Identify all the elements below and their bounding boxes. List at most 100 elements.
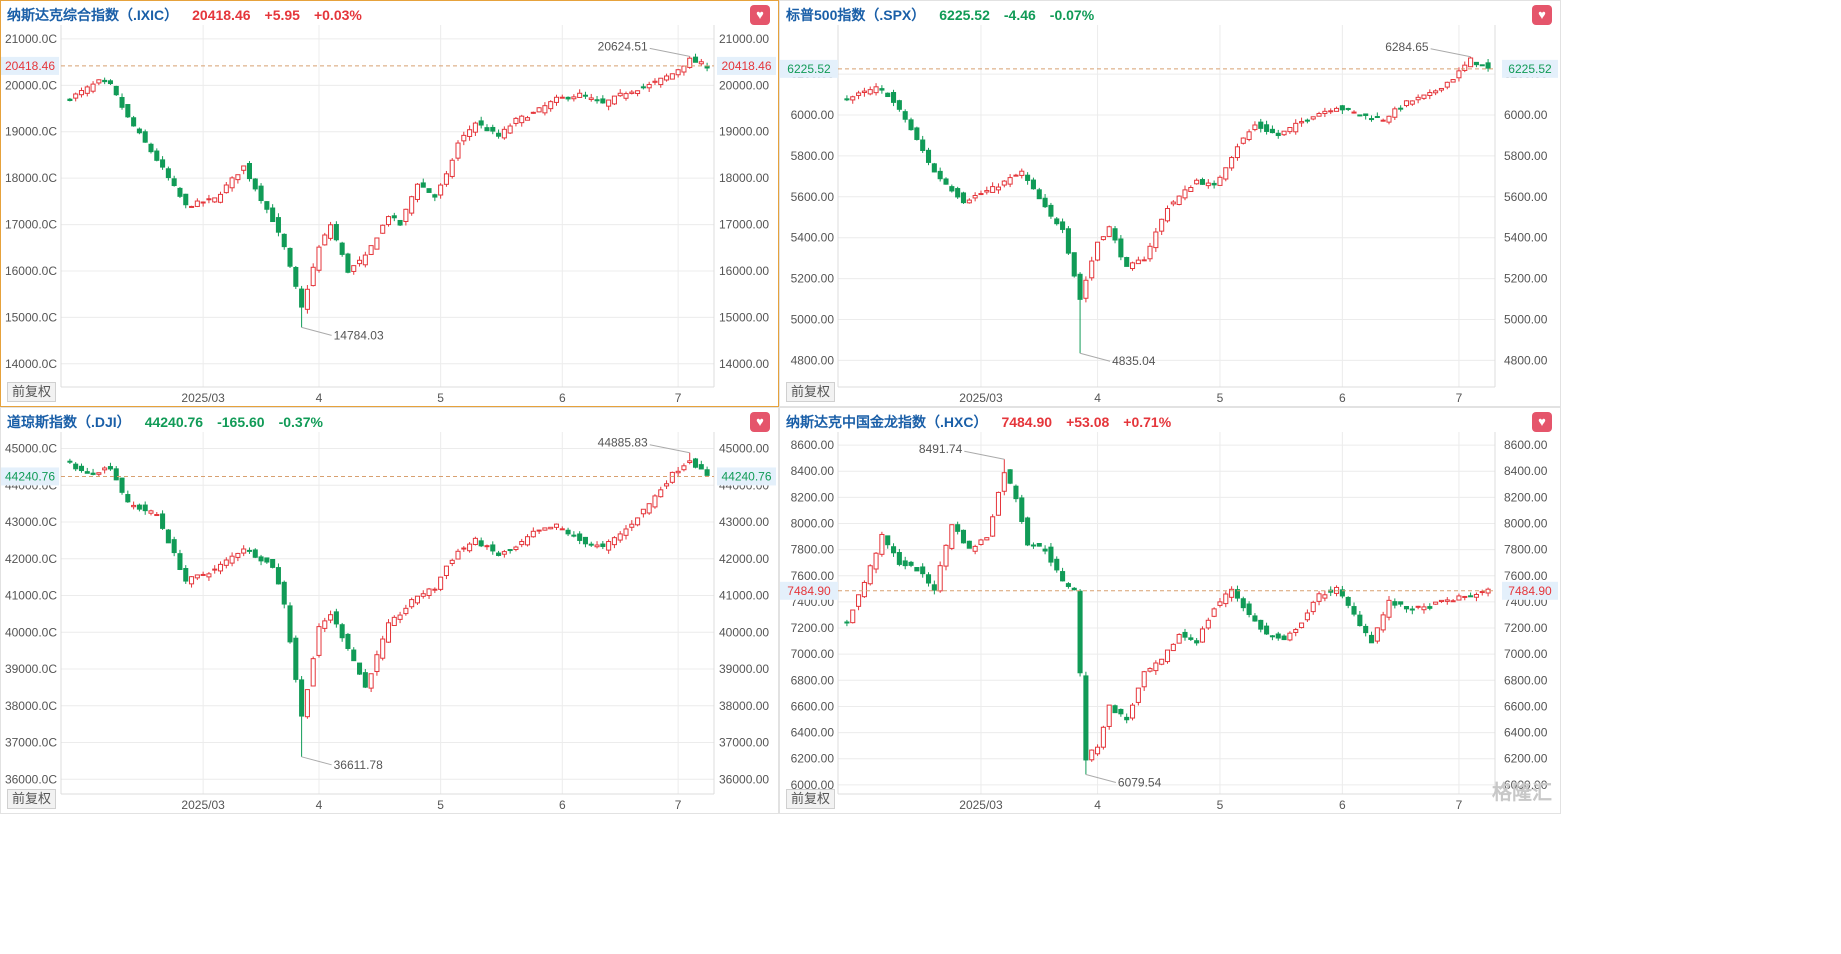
candle <box>189 576 195 588</box>
favorite-heart-icon[interactable]: ♥ <box>1532 412 1552 432</box>
candle <box>275 213 281 237</box>
candle <box>943 177 949 185</box>
chart-panel-dji[interactable]: 道琼斯指数（.DJI） 44240.76 -165.60 -0.37% ♥ 36000… <box>0 407 779 814</box>
y-tick-label-left: 5200.00 <box>791 272 835 286</box>
candle <box>966 198 972 204</box>
chart-panel-ixic[interactable]: 纳斯达克综合指数（.IXIC） 20418.46 +5.95 +0.03% ♥ 140… <box>0 0 779 407</box>
favorite-heart-icon[interactable]: ♥ <box>1532 5 1552 25</box>
candle <box>1398 105 1404 112</box>
candle <box>414 595 420 606</box>
candle <box>635 517 641 527</box>
candle <box>1100 236 1106 241</box>
y-tick-label-right: 16000.00 <box>719 264 769 278</box>
candle <box>217 191 224 204</box>
candle <box>519 114 525 127</box>
chart-panel-spx[interactable]: 标普500指数（.SPX） 6225.52 -4.46 -0.07% ♥ 4800.0… <box>779 0 1561 407</box>
candle <box>304 689 310 719</box>
candle <box>1386 115 1392 125</box>
min-value-label: 4835.04 <box>1112 354 1156 368</box>
candle <box>1357 610 1363 627</box>
candle <box>1275 129 1281 139</box>
candle <box>125 104 131 119</box>
candle <box>675 466 681 478</box>
y-tick-label-left: 5800.00 <box>791 149 835 163</box>
candle <box>304 285 310 314</box>
candle <box>571 94 577 102</box>
y-tick-label-right: 5200.00 <box>1504 272 1548 286</box>
candle <box>1246 601 1252 618</box>
index-change: -165.60 <box>217 414 265 430</box>
candle <box>902 556 908 570</box>
y-tick-label-right: 15000.00 <box>719 310 769 324</box>
candle <box>119 93 125 110</box>
y-tick-label-right: 36000.00 <box>719 772 769 786</box>
candle <box>148 142 154 154</box>
y-tick-label-left: 8000.00 <box>791 516 835 530</box>
adjust-button[interactable]: 前复权 <box>7 789 57 809</box>
y-tick-label-right: 8000.00 <box>1504 516 1548 530</box>
candle <box>1176 633 1182 644</box>
candle <box>1240 137 1246 145</box>
candle <box>519 538 525 548</box>
index-title[interactable]: 标普500指数（.SPX） <box>786 7 926 23</box>
candle <box>84 467 90 474</box>
candle <box>96 79 102 86</box>
candle <box>646 81 652 92</box>
candle <box>258 183 264 204</box>
y-tick-label-left: 6000.00 <box>791 108 835 122</box>
candle <box>1229 586 1235 602</box>
candle <box>385 215 392 227</box>
favorite-heart-icon[interactable]: ♥ <box>750 5 770 25</box>
adjust-button[interactable]: 前复权 <box>7 382 57 402</box>
candle <box>438 576 444 592</box>
candle <box>1159 218 1165 236</box>
candle <box>136 127 142 135</box>
candle <box>1141 256 1147 262</box>
candle <box>1316 111 1322 117</box>
candle <box>1386 596 1392 621</box>
candle <box>107 79 113 86</box>
candle <box>96 472 102 477</box>
candle <box>183 565 189 584</box>
index-title[interactable]: 纳斯达克中国金龙指数（.HXC） <box>786 414 988 430</box>
candle <box>397 219 403 227</box>
candle <box>949 184 955 193</box>
candle <box>1083 671 1089 775</box>
y-tick-label-left: 40000.0C <box>5 625 57 639</box>
candle <box>368 673 374 693</box>
adjust-button[interactable]: 前复权 <box>786 789 836 809</box>
candle <box>177 186 183 199</box>
y-tick-label-right: 4800.00 <box>1504 353 1548 367</box>
candle <box>704 466 710 476</box>
y-tick-label-left: 4800.00 <box>791 353 835 367</box>
candle <box>606 539 612 554</box>
candle <box>235 174 241 184</box>
adjust-button[interactable]: 前复权 <box>786 382 836 402</box>
index-title[interactable]: 道琼斯指数（.DJI） <box>7 414 131 430</box>
candle <box>873 552 879 574</box>
chart-panel-hxc[interactable]: 纳斯达克中国金龙指数（.HXC） 7484.90 +53.08 +0.71% ♥ 60… <box>779 407 1561 814</box>
candle <box>1403 100 1410 108</box>
candle <box>1269 635 1275 641</box>
candle <box>885 92 891 98</box>
candle <box>902 109 908 123</box>
candle <box>351 647 357 662</box>
candle <box>177 549 183 571</box>
candle <box>1199 177 1206 185</box>
candle <box>264 201 270 214</box>
candle <box>322 232 328 246</box>
candle <box>908 560 914 568</box>
candle <box>73 462 79 472</box>
current-price-label-right: 20418.46 <box>721 59 771 73</box>
candle <box>1141 670 1147 691</box>
candle <box>925 147 932 166</box>
candle <box>1054 556 1060 573</box>
max-leader-line <box>964 450 1005 460</box>
index-title[interactable]: 纳斯达克综合指数（.IXIC） <box>7 7 179 23</box>
favorite-heart-icon[interactable]: ♥ <box>750 412 770 432</box>
candle <box>1392 106 1398 120</box>
candle <box>264 557 270 564</box>
candle <box>600 95 606 104</box>
candle <box>1357 114 1363 117</box>
candle <box>937 167 943 182</box>
